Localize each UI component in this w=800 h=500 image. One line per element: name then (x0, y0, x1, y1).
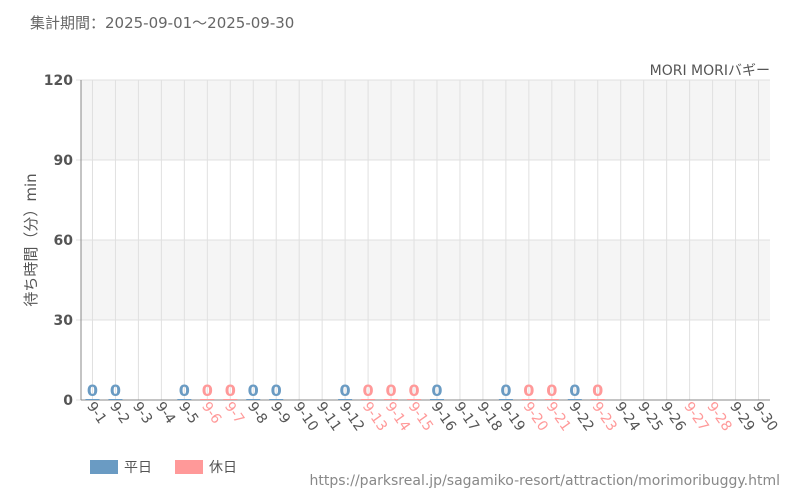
bar (200, 399, 215, 400)
data-label: 0 (202, 381, 213, 400)
data-label: 0 (431, 381, 442, 400)
data-label: 0 (500, 381, 511, 400)
legend-holiday-swatch (175, 460, 203, 474)
period-label: 集計期間：2025-09-01～2025-09-30 (30, 14, 295, 32)
data-label: 0 (87, 381, 98, 400)
bar (361, 399, 376, 400)
plot-band (81, 320, 770, 400)
y-tick-label: 0 (63, 393, 73, 409)
x-tick-label: 9-14 (382, 399, 413, 434)
bar (498, 399, 513, 400)
data-label: 0 (110, 381, 121, 400)
x-tick-label: 9-23 (588, 399, 619, 434)
x-tick-label: 9-12 (336, 399, 367, 434)
source-url: https://parksreal.jp/sagamiko-resort/att… (309, 473, 781, 489)
x-tick-label: 9-8 (244, 399, 270, 427)
plot-band (81, 80, 770, 160)
x-tick-label: 9-1 (83, 399, 109, 427)
bar (590, 399, 605, 400)
bar (407, 399, 422, 400)
x-tick-label: 9-20 (520, 399, 551, 434)
x-tick-labels: 9-19-29-39-49-59-69-79-89-99-109-119-129… (83, 399, 780, 434)
y-tick-label: 60 (54, 233, 74, 249)
bar (177, 399, 192, 400)
bar (85, 399, 100, 400)
y-axis-label: 待ち時間（分）min (22, 173, 40, 306)
x-tick-label: 9-4 (152, 399, 178, 427)
x-tick-label: 9-5 (175, 399, 201, 427)
vertical-gridlines (91, 80, 760, 400)
y-tick-label: 120 (44, 73, 73, 89)
x-tick-label: 9-11 (313, 399, 344, 434)
bar (338, 399, 353, 400)
x-tick-label: 9-6 (198, 399, 224, 427)
plot-band (81, 240, 770, 320)
data-label: 0 (408, 381, 419, 400)
x-tick-label: 9-24 (611, 399, 642, 434)
x-tick-label: 9-29 (726, 399, 757, 434)
bar (384, 399, 399, 400)
x-tick-label: 9-21 (543, 399, 574, 434)
x-tick-label: 9-17 (451, 399, 482, 434)
bar (567, 399, 582, 400)
bar (246, 399, 261, 400)
data-label: 0 (569, 381, 580, 400)
x-tick-label: 9-9 (267, 399, 293, 427)
legend-weekday: 平日 (90, 458, 152, 476)
data-label: 0 (363, 381, 374, 400)
x-tick-label: 9-28 (703, 399, 734, 434)
x-tick-label: 9-2 (106, 399, 132, 427)
x-tick-label: 9-30 (749, 399, 780, 434)
data-label: 0 (248, 381, 259, 400)
legend-weekday-label: 平日 (124, 460, 152, 476)
data-label: 0 (592, 381, 603, 400)
y-tick-label: 90 (54, 153, 74, 169)
data-label: 0 (546, 381, 557, 400)
chart-title: MORI MORIバギー (650, 63, 770, 79)
data-label: 0 (385, 381, 396, 400)
x-tick-label: 9-26 (657, 399, 688, 434)
plot-background (81, 80, 770, 400)
x-tick-label: 9-10 (290, 399, 321, 434)
x-tick-label: 9-3 (129, 399, 155, 427)
x-tick-label: 9-15 (405, 399, 436, 434)
bar (223, 399, 238, 400)
x-tick-label: 9-16 (428, 399, 459, 434)
bar (544, 399, 559, 400)
data-label: 0 (340, 381, 351, 400)
x-tick-label: 9-18 (474, 399, 505, 434)
x-tick-label: 9-25 (634, 399, 665, 434)
x-tick-label: 9-7 (221, 399, 247, 427)
legend-weekday-swatch (90, 460, 118, 474)
axes (80, 80, 770, 401)
y-tick-labels: 0 30 60 90 120 (44, 73, 73, 409)
x-tick-label: 9-22 (566, 399, 597, 434)
y-tick-label: 30 (54, 313, 74, 329)
x-tick-label: 9-27 (680, 399, 711, 434)
data-label: 0 (225, 381, 236, 400)
bar (108, 399, 123, 400)
bar (269, 399, 284, 400)
plot-band (81, 160, 770, 240)
data-label: 0 (523, 381, 534, 400)
data-label: 0 (271, 381, 282, 400)
legend-holiday: 休日 (175, 458, 237, 476)
legend-holiday-label: 休日 (209, 460, 237, 476)
bar (429, 399, 444, 400)
x-tick-label: 9-19 (497, 399, 528, 434)
bar (521, 399, 536, 400)
x-tick-label: 9-13 (359, 399, 390, 434)
data-label: 0 (179, 381, 190, 400)
bars (85, 399, 605, 400)
